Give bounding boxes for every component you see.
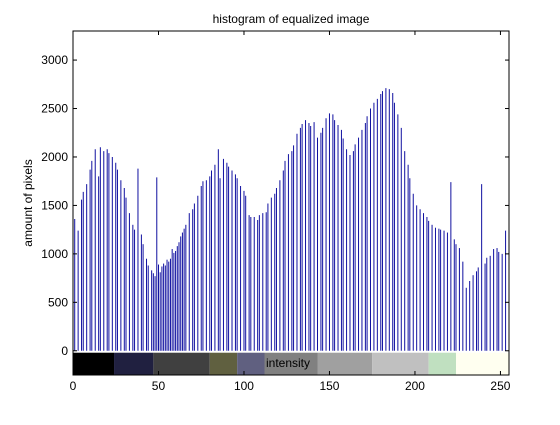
y-tick-label: 2000 (41, 150, 68, 164)
y-tick-label: 2500 (41, 102, 68, 116)
colorbar-segment-7 (372, 352, 429, 375)
colorbar-segment-8 (428, 352, 456, 375)
colorbar-segment-3 (209, 352, 238, 375)
y-axis-label: amount of pixels (21, 159, 35, 246)
y-tick-label: 0 (61, 344, 68, 358)
colorbar-segment-0 (73, 352, 115, 375)
intensity-colorbar (73, 352, 509, 375)
chart-title: histogram of equalized image (213, 12, 370, 26)
plot-frame (72, 30, 510, 376)
y-tick-label: 1500 (41, 198, 68, 212)
y-tick-label: 3000 (41, 53, 68, 67)
x-tick-label: 200 (405, 379, 425, 393)
y-tick-label: 1000 (41, 247, 68, 261)
x-tick-label: 100 (234, 379, 254, 393)
x-tick-label: 0 (70, 379, 77, 393)
x-tick-label: 150 (319, 379, 339, 393)
x-tick-label: 250 (490, 379, 510, 393)
colorbar-segment-2 (153, 352, 210, 375)
x-axis-label: intensity (266, 356, 310, 370)
y-tick-label: 500 (48, 295, 68, 309)
colorbar-segment-4 (237, 352, 265, 375)
colorbar-segment-1 (114, 352, 154, 375)
x-tick-label: 50 (152, 379, 166, 393)
colorbar-segment-6 (317, 352, 373, 375)
colorbar-segment-9 (455, 352, 509, 375)
plot-background (73, 31, 509, 375)
colorbar-segment-5 (264, 352, 318, 375)
